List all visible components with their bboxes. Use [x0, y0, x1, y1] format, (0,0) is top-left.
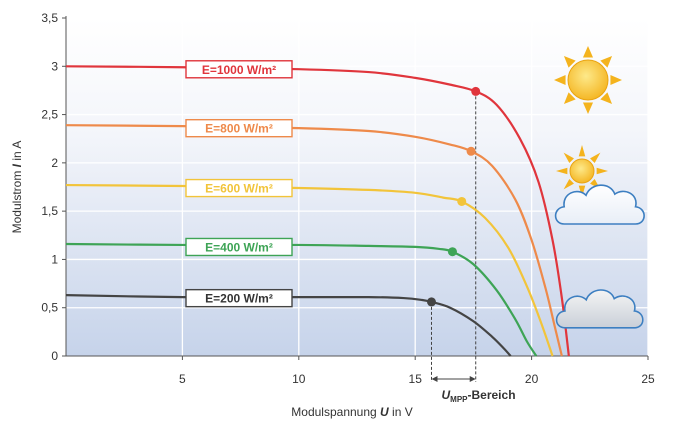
cloud-icon	[554, 184, 645, 225]
sun-ray	[582, 102, 594, 114]
x-tick-label: 20	[525, 372, 539, 386]
sun-ray	[563, 92, 576, 105]
axis-texts: 0 0,5 1 1,5 2 2,5 3 3,5 5 10 15 20 25 Modulspannung U…	[10, 11, 655, 419]
y-tick-label: 2,5	[41, 108, 58, 122]
sun-disc	[567, 59, 609, 101]
mpp-point-4	[426, 297, 436, 307]
series-label-box-4	[185, 288, 293, 308]
sun-ray	[578, 185, 586, 197]
series-label-3: E=400 W/m²	[205, 240, 273, 254]
series-label-4: E=200 W/m²	[205, 292, 273, 306]
y-tick-label: 0	[51, 349, 58, 363]
series-curves: E=1000 W/m² E=800 W/m² E=600 W/m² E=400 W/m…	[65, 60, 570, 357]
mpp-point-3	[447, 247, 457, 257]
series-label-box-0	[185, 60, 293, 79]
cloud-icon	[555, 289, 644, 329]
sun-ray	[563, 152, 574, 163]
y-tick-label: 0,5	[41, 301, 58, 315]
series-label-2: E=600 W/m²	[205, 182, 273, 196]
sun-ray	[600, 92, 613, 105]
x-tick-label: 5	[179, 372, 186, 386]
sun-ray	[554, 74, 566, 86]
series-label-1: E=800 W/m²	[205, 122, 273, 136]
cloud-sun-icon	[555, 289, 644, 329]
mpp-range-markers	[430, 91, 477, 382]
sun-cloud-icon	[554, 145, 645, 225]
plot-background	[66, 18, 648, 356]
weather-icons	[554, 46, 645, 329]
mpp-point-2	[457, 196, 467, 206]
x-tick-label: 25	[641, 372, 655, 386]
sun-ray	[578, 145, 586, 157]
x-tick-label: 10	[292, 372, 306, 386]
series-label-box-2	[185, 178, 293, 198]
series-label-0: E=1000 W/m²	[202, 63, 276, 77]
series-label-box-1	[185, 118, 293, 138]
sun-ray	[596, 167, 608, 175]
x-axis-title: Modulspannung U in V	[291, 405, 412, 419]
mpp-point-0	[471, 86, 481, 96]
sun-disc	[569, 158, 595, 184]
sun-icon	[554, 46, 622, 114]
cloud-shape	[554, 184, 645, 225]
y-tick-label: 1	[51, 252, 58, 266]
sun-ray	[590, 152, 601, 163]
y-axis-title: Modulstrom I in A	[10, 141, 24, 234]
mpp-arrow-head-left	[431, 376, 438, 382]
sun-icon	[556, 145, 608, 197]
cloud-shape	[555, 289, 644, 329]
y-tick-label: 2	[51, 156, 58, 170]
sun-ray	[563, 179, 574, 190]
mpp-range-label: UMPP-Bereich	[441, 388, 515, 404]
y-tick-label: 3	[51, 59, 58, 73]
mpp-point-1	[466, 146, 476, 156]
y-tick-label: 1,5	[41, 204, 58, 218]
x-tick-label: 15	[409, 372, 423, 386]
sun-ray	[556, 167, 568, 175]
sun-ray	[582, 46, 594, 58]
y-tick-label: 3,5	[41, 11, 58, 25]
mpp-arrow-head-right	[469, 376, 476, 382]
sun-ray	[563, 55, 576, 68]
series-label-box-3	[185, 237, 293, 257]
sun-ray	[610, 74, 622, 86]
sun-ray	[600, 55, 613, 68]
